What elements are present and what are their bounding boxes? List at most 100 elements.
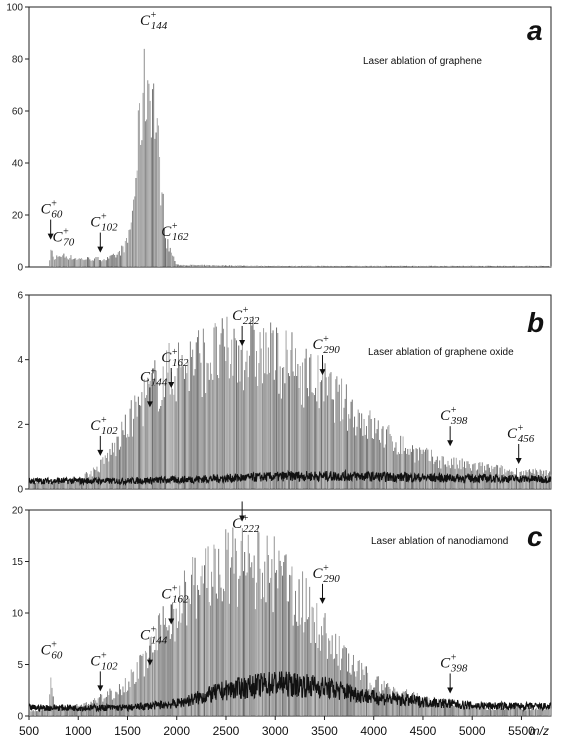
x-tick-label: 1500 [114, 724, 141, 738]
peak-label: C+ 102 [90, 650, 118, 672]
peak-label-size: 398 [450, 662, 468, 674]
peak-label-main: C [90, 418, 101, 434]
peak-label-main: C [52, 229, 63, 245]
annotation-arrowhead [146, 659, 153, 666]
peak-label-size: 144 [151, 20, 168, 32]
panel-caption: Laser ablation of graphene oxide [368, 347, 514, 358]
annotation-arrowhead [168, 382, 175, 388]
peak-label: C+ 222 [232, 305, 260, 327]
y-tick-label: 0 [17, 712, 23, 723]
peak-label-main: C [161, 350, 172, 366]
annotation-arrowhead [239, 339, 246, 346]
peak-label: C+ 290 [313, 563, 341, 585]
peak-label-main: C [41, 643, 52, 659]
peak-label-size: 398 [450, 415, 468, 427]
peak-label: C+ 398 [440, 405, 468, 427]
peak-label-charge: + [242, 513, 249, 524]
x-tick-label: 5500 [508, 724, 535, 738]
peak-label-size: 102 [101, 660, 118, 672]
y-tick-label: 6 [17, 291, 23, 302]
peak-label-main: C [507, 426, 518, 442]
peak-label-charge: + [171, 221, 178, 232]
peak-label-main: C [41, 202, 52, 218]
peak-label-charge: + [242, 305, 249, 316]
peak-label-charge: + [171, 583, 178, 594]
peak-label: C+ 70 [52, 226, 74, 248]
y-tick-label: 20 [12, 211, 24, 222]
peak-label-charge: + [171, 347, 178, 358]
x-tick-label: 4500 [410, 724, 437, 738]
panel-caption: Laser ablation of nanodiamond [371, 536, 508, 547]
peak-label: C+ 162 [161, 583, 189, 605]
spectrum-series [29, 526, 552, 716]
peak-label: C+ 102 [90, 415, 118, 437]
peak-label-main: C [140, 13, 151, 29]
y-tick-label: 40 [12, 159, 24, 170]
spectrum-series [29, 316, 552, 489]
annotation-arrowhead [239, 515, 246, 522]
peak-label-main: C [161, 224, 172, 240]
peak-label-size: 102 [101, 425, 118, 437]
y-tick-label: 5 [17, 660, 23, 671]
y-tick-label: 0 [17, 263, 23, 274]
panel-letter: b [527, 307, 544, 338]
y-tick-label: 100 [6, 3, 23, 14]
annotation-arrowhead [47, 233, 54, 240]
peak-label-main: C [140, 628, 151, 644]
x-tick-label: 4000 [360, 724, 387, 738]
x-tick-label: 5000 [459, 724, 486, 738]
peak-label-charge: + [150, 625, 157, 636]
annotation-arrowhead [97, 685, 104, 692]
annotation-arrowhead [97, 449, 104, 456]
peak-label-charge: + [517, 423, 524, 434]
y-tick-label: 10 [12, 609, 24, 620]
peak-label-size: 70 [63, 236, 75, 248]
peak-label-main: C [440, 655, 451, 671]
peak-label-main: C [313, 566, 324, 582]
panel-a: 0 20 40 60 80 100 Laser ablation of graphene a C… [6, 3, 552, 274]
annotation-arrowhead [146, 401, 153, 408]
peak-label: C+ 290 [313, 334, 341, 356]
peak-label: C+ 162 [161, 221, 189, 243]
peak-label-size: 60 [51, 650, 63, 662]
x-tick-label: 2000 [163, 724, 190, 738]
peak-label-size: 290 [323, 573, 340, 585]
peak-label-size: 60 [51, 209, 63, 221]
panel-caption: Laser ablation of graphene [363, 56, 482, 67]
x-tick-label: 3500 [311, 724, 338, 738]
peak-label-size: 222 [243, 523, 260, 535]
y-tick-label: 2 [17, 420, 23, 431]
peak-label-size: 102 [101, 222, 118, 234]
peak-label-main: C [161, 586, 172, 602]
peak-label-main: C [313, 337, 324, 353]
peak-label: C+ 60 [41, 640, 63, 662]
y-tick-label: 60 [12, 107, 24, 118]
y-tick-label: 80 [12, 55, 24, 66]
peak-label-size: 456 [518, 433, 535, 445]
peak-label-charge: + [51, 640, 58, 651]
annotation-arrowhead [447, 687, 454, 694]
spectrum-series [49, 48, 552, 267]
peak-label: C+ 398 [440, 652, 468, 674]
annotation-arrowhead [447, 440, 454, 447]
baseline-noise-line [28, 468, 552, 487]
panel-letter: c [527, 521, 543, 552]
peak-label-charge: + [450, 652, 457, 663]
peak-label-size: 290 [323, 344, 340, 356]
x-tick-label: 2500 [213, 724, 240, 738]
peak-label-charge: + [51, 199, 58, 210]
peak-label: C+ 456 [507, 423, 535, 445]
peak-label-main: C [90, 215, 101, 231]
peak-label-size: 222 [243, 315, 260, 327]
annotation-arrowhead [168, 618, 175, 625]
y-tick-label: 20 [12, 506, 24, 517]
peak-label-charge: + [323, 334, 330, 345]
peak-label: C+ 162 [161, 347, 189, 369]
annotation-arrowhead [319, 597, 326, 604]
peak-label-charge: + [450, 405, 457, 416]
peak-label: C+ 102 [90, 212, 118, 234]
